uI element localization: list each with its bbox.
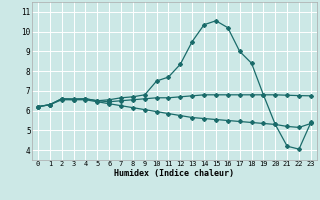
X-axis label: Humidex (Indice chaleur): Humidex (Indice chaleur) bbox=[115, 169, 234, 178]
